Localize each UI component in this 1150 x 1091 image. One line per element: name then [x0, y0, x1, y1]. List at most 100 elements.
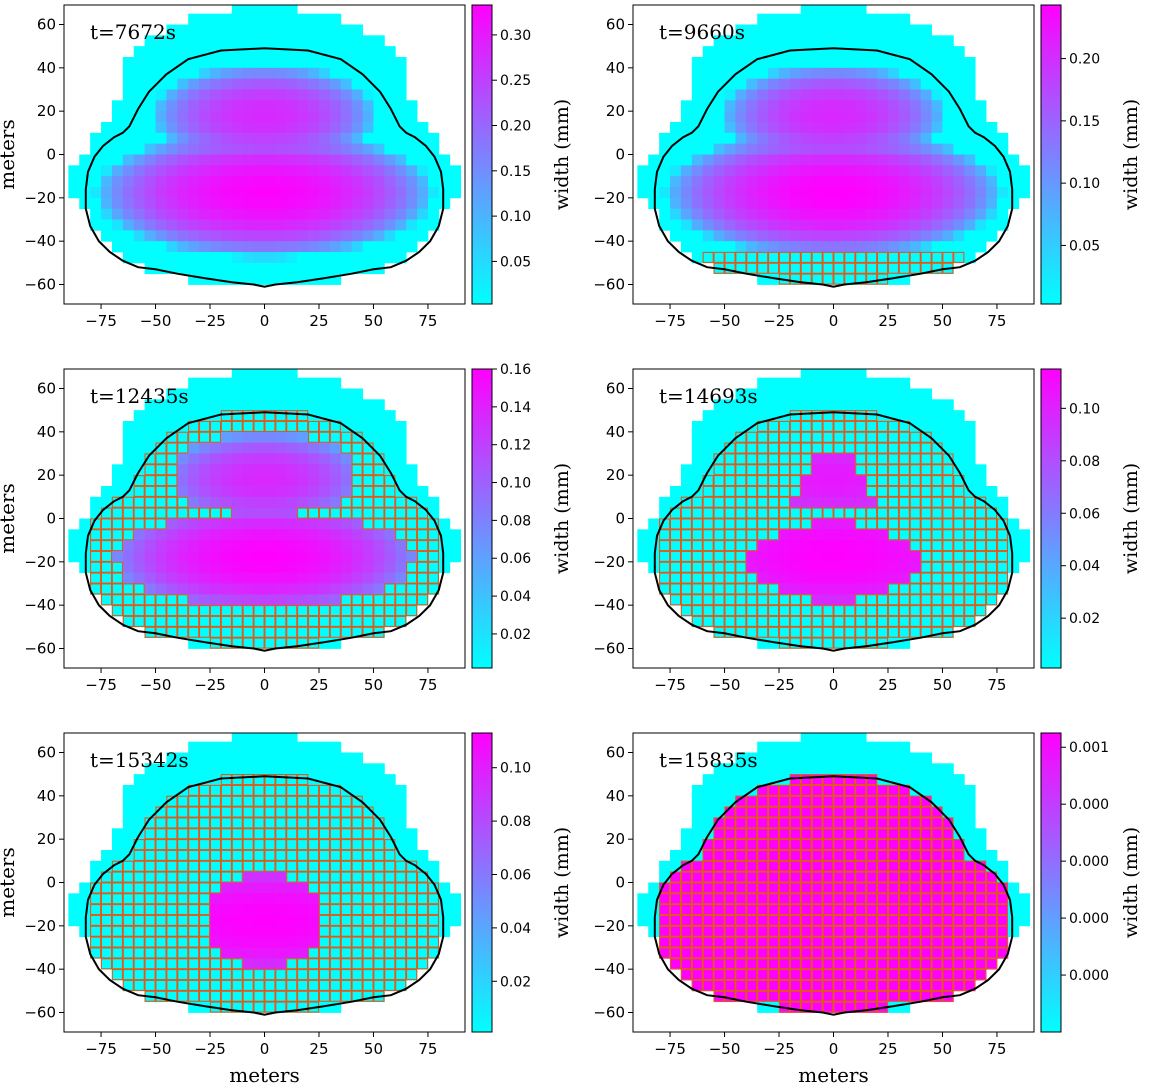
- heatmap-cell: [231, 806, 244, 818]
- heatmap-cell: [986, 208, 998, 220]
- closed-cell: [811, 442, 823, 454]
- heatmap-cell: [768, 377, 780, 389]
- heatmap-cell: [177, 839, 189, 851]
- heatmap-cell: [691, 154, 704, 166]
- heatmap-cell: [844, 741, 856, 753]
- heatmap-cell: [166, 252, 178, 264]
- heatmap-cell: [340, 572, 353, 584]
- closed-cell: [242, 626, 254, 638]
- closed-cell: [133, 925, 145, 937]
- heatmap-cell: [286, 442, 298, 454]
- heatmap-cell: [735, 132, 747, 145]
- closed-cell: [329, 795, 341, 807]
- heatmap-cell: [768, 561, 780, 574]
- heatmap-cell: [242, 990, 255, 1003]
- heatmap-cell: [637, 165, 649, 177]
- heatmap-cell: [340, 431, 353, 444]
- heatmap-cell: [746, 100, 758, 112]
- closed-cell: [351, 828, 363, 840]
- heatmap-cell: [231, 785, 244, 797]
- heatmap-cell: [395, 143, 407, 155]
- heatmap-cell: [101, 230, 113, 242]
- heatmap-cell: [746, 752, 758, 764]
- closed-cell: [198, 958, 211, 970]
- y-tick-label: −20: [24, 553, 56, 571]
- heatmap-cell: [210, 496, 222, 509]
- heatmap-cell: [242, 594, 255, 606]
- heatmap-cell: [188, 57, 200, 69]
- heatmap-cell: [308, 187, 320, 199]
- heatmap-cell: [735, 122, 747, 134]
- heatmap-cell: [713, 57, 725, 69]
- closed-cell: [975, 540, 987, 552]
- heatmap-cell: [90, 197, 102, 210]
- heatmap-cell: [275, 388, 287, 400]
- heatmap-cell: [166, 241, 178, 253]
- closed-cell: [111, 518, 123, 530]
- closed-cell: [909, 605, 921, 617]
- heatmap-cell: [231, 410, 244, 422]
- closed-cell: [395, 583, 407, 595]
- heatmap-cell: [144, 399, 156, 411]
- heatmap-cell: [308, 540, 320, 552]
- heatmap-cell: [384, 78, 396, 90]
- heatmap-cell: [768, 637, 780, 649]
- heatmap-cell: [833, 626, 845, 639]
- heatmap-cell: [833, 486, 845, 498]
- closed-cell: [822, 615, 834, 627]
- heatmap-cell: [177, 475, 189, 487]
- closed-cell: [155, 464, 167, 476]
- closed-cell: [253, 410, 265, 422]
- heatmap-cell: [242, 208, 255, 220]
- colorbar-tick-label: 0.20: [1069, 52, 1100, 68]
- y-tick-label: 0: [615, 146, 625, 164]
- closed-cell: [100, 518, 113, 530]
- closed-cell: [691, 529, 703, 541]
- heatmap-cell: [702, 154, 715, 166]
- x-tick-label: 25: [309, 312, 328, 330]
- closed-cell: [209, 605, 222, 617]
- heatmap-cell: [680, 241, 693, 253]
- heatmap-cell: [286, 882, 298, 894]
- heatmap-cell: [199, 273, 211, 285]
- heatmap-cell: [757, 583, 769, 595]
- closed-cell: [340, 849, 352, 861]
- closed-cell: [395, 518, 407, 530]
- heatmap-cell: [166, 57, 178, 69]
- heatmap-cell: [264, 540, 276, 552]
- heatmap-cell: [188, 453, 200, 465]
- heatmap-cell: [713, 208, 725, 220]
- heatmap-cell: [242, 904, 255, 916]
- closed-cell: [340, 431, 352, 443]
- heatmap-cell: [779, 399, 791, 411]
- heatmap-cell: [975, 165, 987, 177]
- closed-cell: [931, 518, 943, 530]
- closed-cell: [231, 615, 243, 627]
- heatmap-cell: [789, 132, 802, 145]
- heatmap-cell: [395, 860, 407, 873]
- closed-cell: [822, 410, 834, 422]
- heatmap-cell: [833, 572, 845, 584]
- heatmap-cell: [286, 67, 298, 80]
- heatmap-cell: [877, 741, 889, 753]
- closed-cell: [373, 485, 385, 497]
- heatmap-cell: [351, 176, 363, 188]
- heatmap-cell: [953, 241, 965, 253]
- closed-cell: [198, 784, 211, 796]
- heatmap-cell: [199, 817, 211, 829]
- heatmap-cell: [986, 518, 998, 530]
- heatmap-cell: [931, 143, 943, 155]
- closed-cell: [931, 496, 943, 508]
- heatmap-cell: [155, 785, 167, 797]
- closed-cell: [746, 507, 758, 519]
- heatmap-cell: [384, 795, 396, 808]
- closed-cell: [100, 936, 113, 948]
- closed-cell: [297, 806, 309, 818]
- heatmap-cell: [155, 486, 167, 498]
- heatmap-cell: [188, 13, 200, 25]
- heatmap-cell: [329, 561, 342, 574]
- heatmap-cell: [188, 35, 200, 47]
- heatmap-cell: [188, 882, 200, 894]
- heatmap-cell: [713, 572, 725, 584]
- heatmap-cell: [996, 143, 1009, 155]
